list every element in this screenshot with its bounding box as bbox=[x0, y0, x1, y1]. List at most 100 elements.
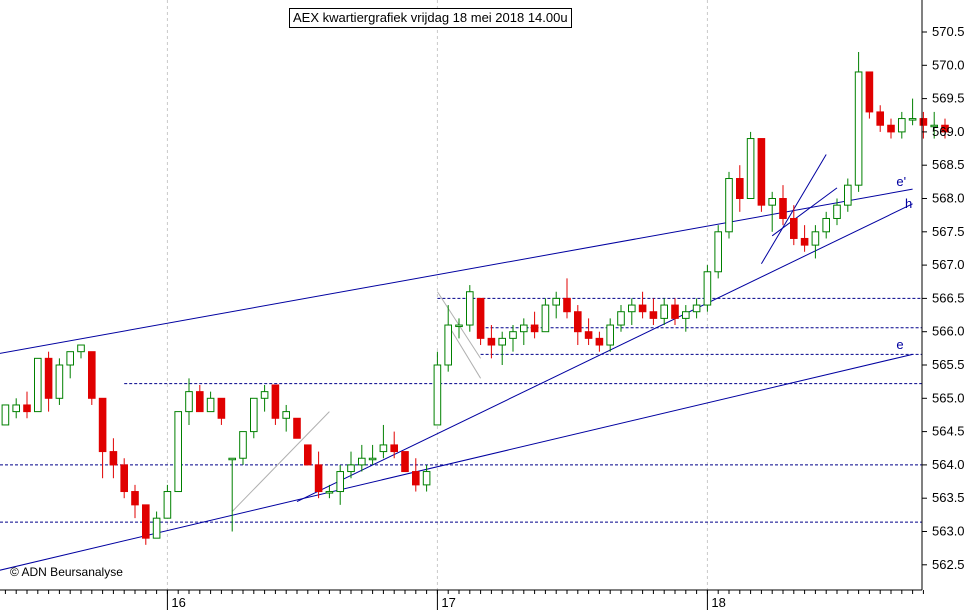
candle-up bbox=[1, 404, 10, 426]
candle-down bbox=[757, 138, 766, 206]
candle-up bbox=[746, 138, 755, 199]
credit-text: © ADN Beursanalyse bbox=[10, 565, 123, 579]
candle-up bbox=[811, 231, 820, 246]
candle-up bbox=[260, 391, 269, 399]
candle-up bbox=[520, 324, 528, 333]
candle-up bbox=[725, 178, 733, 233]
y-tick-label: 564.5 bbox=[932, 424, 965, 439]
y-tick-label: 570.0 bbox=[932, 57, 965, 72]
candle-down bbox=[271, 384, 280, 419]
candle-down bbox=[887, 124, 895, 133]
candle-up bbox=[325, 491, 334, 494]
candle-down bbox=[142, 504, 150, 539]
candle-up bbox=[552, 297, 561, 306]
candle-down bbox=[196, 391, 204, 413]
y-tick-label: 565.5 bbox=[932, 357, 965, 372]
trend-line-label: e bbox=[896, 337, 903, 352]
candle-down bbox=[412, 471, 420, 486]
candle-up bbox=[617, 311, 625, 326]
candle-up bbox=[714, 231, 723, 273]
y-tick-label: 569.5 bbox=[932, 91, 965, 106]
candle-down bbox=[941, 124, 949, 133]
candle-up bbox=[152, 517, 161, 539]
y-tick-label: 566.0 bbox=[932, 324, 965, 339]
candle-down bbox=[120, 464, 129, 493]
candle-up bbox=[822, 217, 831, 233]
candle-down bbox=[390, 444, 398, 453]
candle-up bbox=[358, 457, 366, 466]
candle-down bbox=[44, 357, 53, 399]
candle-up bbox=[844, 184, 852, 206]
candle-up bbox=[498, 337, 506, 346]
candle-up bbox=[628, 304, 636, 313]
candle-up bbox=[692, 304, 701, 313]
candle-down bbox=[671, 304, 679, 319]
candle-down bbox=[304, 444, 312, 466]
trend-line bbox=[296, 203, 913, 502]
y-tick-label: 569.0 bbox=[932, 124, 965, 139]
candle-up bbox=[898, 118, 906, 133]
trend-line bbox=[771, 187, 838, 237]
trend-line-label: h bbox=[905, 196, 912, 211]
candle-up bbox=[174, 411, 182, 493]
candle-down bbox=[314, 464, 323, 493]
candle-down bbox=[865, 71, 874, 113]
x-tick-label: 16 bbox=[171, 595, 185, 610]
candle-up bbox=[833, 204, 841, 219]
candle-up bbox=[185, 391, 193, 413]
candle-down bbox=[98, 397, 107, 453]
y-tick-label: 570.5 bbox=[932, 24, 965, 39]
candle-up bbox=[682, 311, 690, 319]
channel-line bbox=[447, 324, 482, 379]
candle-up bbox=[368, 457, 377, 461]
y-tick-label: 567.0 bbox=[932, 257, 965, 272]
candle-up bbox=[163, 491, 172, 519]
y-tick-label: 568.0 bbox=[932, 191, 965, 206]
y-tick-label: 563.0 bbox=[932, 524, 965, 539]
candle-down bbox=[131, 491, 139, 506]
candle-down bbox=[736, 178, 744, 200]
candle-up bbox=[433, 364, 442, 426]
candle-up bbox=[908, 118, 917, 121]
candle-up bbox=[55, 364, 64, 399]
candle-down bbox=[876, 111, 885, 126]
y-tick-label: 563.5 bbox=[932, 490, 965, 505]
candle-down bbox=[109, 451, 118, 466]
candle-up bbox=[34, 357, 42, 413]
y-tick-label: 565.0 bbox=[932, 390, 965, 405]
candle-up bbox=[455, 324, 463, 328]
candle-up bbox=[347, 464, 355, 473]
candle-up bbox=[541, 304, 550, 333]
y-tick-label: 567.5 bbox=[932, 224, 965, 239]
y-tick-label: 566.5 bbox=[932, 290, 965, 305]
y-tick-label: 568.5 bbox=[932, 157, 965, 172]
candle-down bbox=[88, 351, 96, 399]
candle-down bbox=[649, 311, 658, 319]
candle-up bbox=[466, 291, 474, 326]
candle-down bbox=[563, 297, 571, 313]
horizontal-levels bbox=[0, 297, 922, 523]
chart-title: AEX kwartiergrafiek vrijdag 18 mei 2018 … bbox=[289, 8, 572, 28]
candle-up bbox=[379, 444, 388, 453]
candle-down bbox=[790, 217, 798, 239]
candle-up bbox=[77, 344, 85, 353]
trend-lines bbox=[0, 154, 913, 571]
candle-down bbox=[401, 451, 409, 473]
channel-line bbox=[231, 411, 330, 512]
candle-down bbox=[595, 337, 604, 346]
candle-up bbox=[444, 324, 452, 366]
grid-layer bbox=[166, 0, 708, 590]
candle-down bbox=[584, 331, 593, 339]
candles bbox=[1, 51, 949, 545]
candle-up bbox=[660, 304, 669, 319]
candle-up bbox=[768, 198, 777, 206]
candle-up bbox=[854, 71, 863, 186]
candle-up bbox=[509, 331, 517, 339]
candle-down bbox=[530, 324, 539, 333]
candle-down bbox=[217, 397, 226, 419]
candle-down bbox=[487, 337, 496, 346]
candle-down bbox=[476, 297, 485, 339]
y-tick-label: 562.5 bbox=[932, 557, 965, 572]
candle-down bbox=[23, 404, 31, 413]
